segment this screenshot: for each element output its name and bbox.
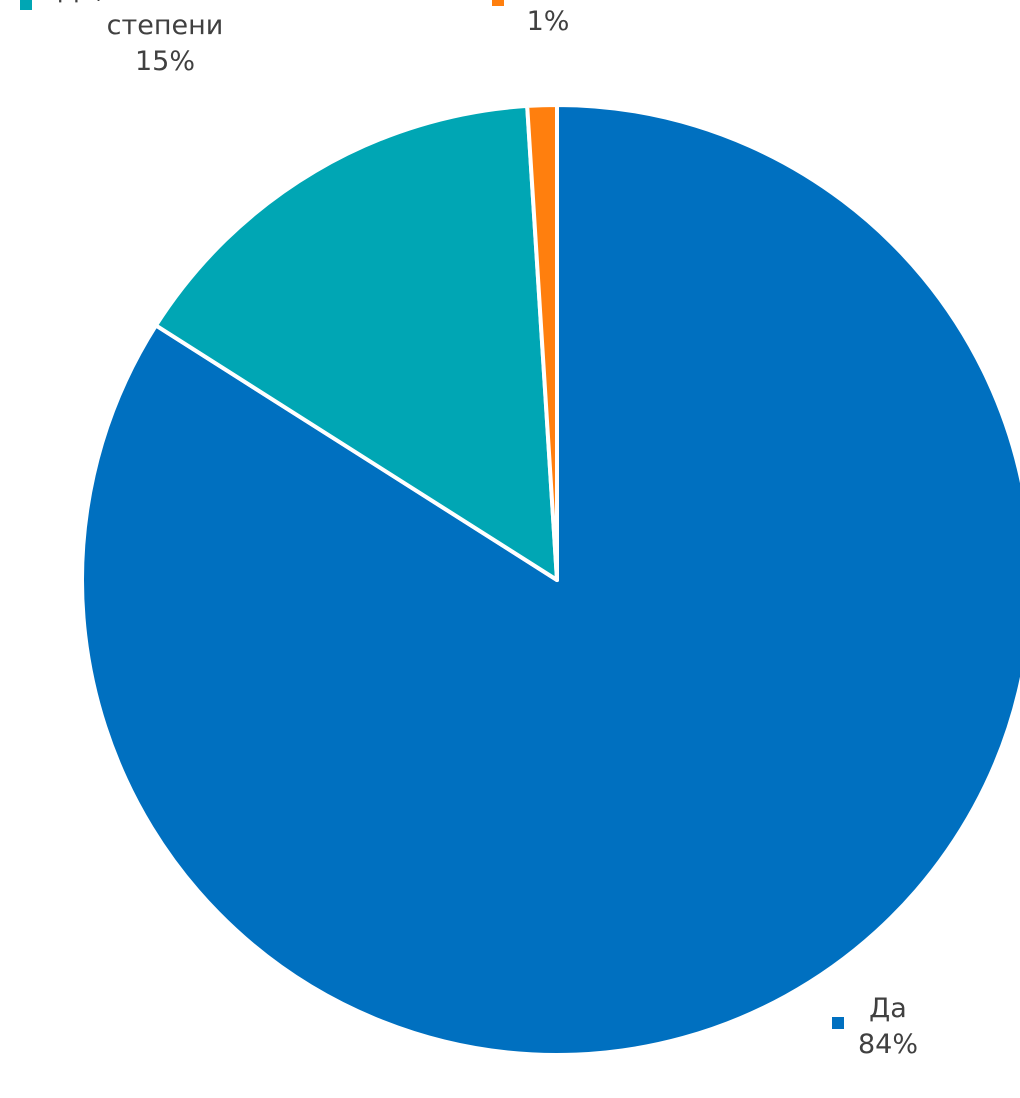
legend-marker (492, 0, 504, 6)
pie-slice (153, 103, 559, 582)
slices-layer (80, 103, 1020, 1057)
legend-marker (20, 0, 32, 10)
data-label-category: Да (869, 993, 907, 1024)
data-label-value: 1% (527, 6, 570, 37)
data-label-category: Нет (534, 0, 587, 1)
labels-layer: Да 84% Да, в большей степени 15% Нет 1% (20, 0, 918, 1060)
data-label: Нет 1% (492, 0, 586, 37)
data-label: Да, в большей степени 15% (20, 0, 262, 77)
data-label-value: 84% (858, 1029, 918, 1060)
data-label-category: Да, в большей (58, 0, 263, 5)
data-label-category: степени (107, 10, 224, 41)
data-label-value: 15% (135, 46, 195, 77)
pie-slice (525, 103, 559, 582)
data-label: Да 84% (832, 993, 918, 1060)
legend-marker (832, 1017, 844, 1029)
pie-slice (80, 103, 1020, 1057)
